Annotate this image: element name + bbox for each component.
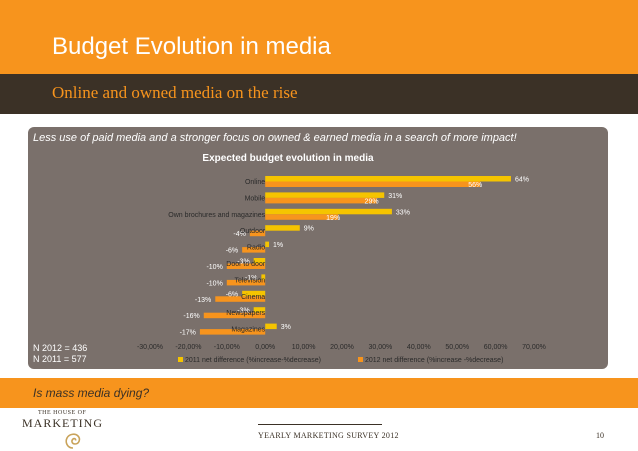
bar-2011 — [265, 323, 277, 330]
bar-2012 — [265, 214, 339, 220]
question-band: Is mass media dying? — [0, 378, 638, 408]
data-label: -1% — [245, 275, 257, 282]
page-title: Budget Evolution in media — [52, 33, 331, 60]
bar-2012 — [203, 312, 266, 319]
data-label: -10% — [206, 264, 222, 271]
header-band — [0, 0, 638, 74]
data-label: 3% — [281, 324, 291, 331]
footer-divider — [258, 424, 382, 425]
bar-2012 — [265, 181, 481, 187]
data-label: -10% — [206, 280, 222, 287]
data-label: 9% — [304, 226, 314, 233]
data-label: -6% — [226, 248, 238, 255]
lead-text: Less use of paid media and a stronger fo… — [33, 132, 517, 144]
bar-2011 — [242, 290, 266, 297]
x-tick-label: 50,00% — [445, 344, 469, 351]
data-label: 1% — [273, 242, 283, 249]
data-label: -4% — [233, 231, 245, 238]
data-label: -3% — [237, 308, 249, 315]
chart-panel — [28, 127, 608, 369]
data-label: 29% — [365, 198, 379, 205]
category-label: Magazines — [231, 327, 265, 334]
data-label: -3% — [237, 259, 249, 266]
x-tick-label: 30,00% — [369, 344, 393, 351]
legend-label: 2011 net difference (%increase-%decrease… — [185, 357, 321, 364]
bar-2011 — [261, 274, 266, 280]
sample-size-2011: N 2011 = 577 — [33, 354, 87, 364]
data-label: 31% — [388, 193, 402, 200]
shell-icon — [65, 433, 81, 449]
bar-2012 — [249, 230, 266, 237]
company-logo: THE HOUSE OF MARKETING — [18, 410, 138, 450]
category-label: Cinema — [241, 294, 265, 301]
category-label: Own brochures and magazines — [168, 212, 265, 219]
sample-size-2012: N 2012 = 436 — [33, 343, 88, 353]
bar-2011 — [253, 307, 266, 313]
bar-2012 — [226, 263, 266, 269]
x-tick-label: -20,00% — [175, 344, 201, 351]
x-tick-label: -10,00% — [214, 344, 240, 351]
bar-2011 — [265, 241, 270, 248]
survey-label: YEARLY MARKETING SURVEY 2012 — [258, 431, 399, 440]
bar-2011 — [265, 208, 392, 215]
bar-2012 — [226, 279, 266, 286]
category-label: Outdoor — [240, 228, 266, 235]
category-label: Radio — [247, 245, 265, 252]
x-tick-label: 70,00% — [522, 344, 546, 351]
legend-label: 2012 net difference (%increase -%decreas… — [365, 357, 503, 364]
category-label: Mobile — [245, 195, 266, 202]
bar-2011 — [253, 258, 266, 264]
x-tick-label: 20,00% — [330, 344, 354, 351]
x-tick-label: 10,00% — [292, 344, 316, 351]
bar-2012 — [199, 329, 266, 335]
category-label: Door to door — [226, 261, 266, 268]
bar-2012 — [265, 197, 377, 204]
budget-chart: Expected budget evolution in media 64% 56%… — [137, 153, 546, 364]
chart-title: Expected budget evolution in media — [202, 153, 374, 164]
x-tick-label: 0,00% — [255, 344, 275, 351]
data-label: -16% — [183, 313, 199, 320]
legend-swatch — [178, 357, 183, 362]
question-text: Is mass media dying? — [33, 386, 150, 400]
data-label: 64% — [515, 177, 529, 184]
x-tick-label: -30,00% — [137, 344, 163, 351]
data-label: -17% — [180, 330, 196, 337]
logo-main-text: MARKETING — [22, 416, 103, 430]
category-label: Newspapers — [226, 310, 265, 317]
subtitle-band — [0, 74, 638, 114]
category-label: Online — [245, 179, 265, 186]
bar-2011 — [265, 192, 385, 198]
x-tick-label: 60,00% — [484, 344, 508, 351]
legend-swatch — [358, 357, 363, 362]
bar-2012 — [215, 296, 266, 302]
bar-2011 — [265, 225, 300, 231]
bar-2012 — [242, 247, 266, 253]
data-label: 33% — [396, 209, 410, 216]
bar-2011 — [265, 176, 511, 182]
category-label: Television — [234, 277, 265, 284]
logo-top-text: THE HOUSE OF — [38, 410, 87, 416]
data-label: 19% — [326, 215, 340, 222]
x-tick-label: 40,00% — [407, 344, 431, 351]
page-number: 10 — [596, 431, 604, 440]
page-subtitle: Online and owned media on the rise — [52, 83, 298, 102]
data-label: 56% — [468, 182, 482, 189]
data-label: -13% — [195, 297, 211, 304]
data-label: -6% — [226, 291, 238, 298]
